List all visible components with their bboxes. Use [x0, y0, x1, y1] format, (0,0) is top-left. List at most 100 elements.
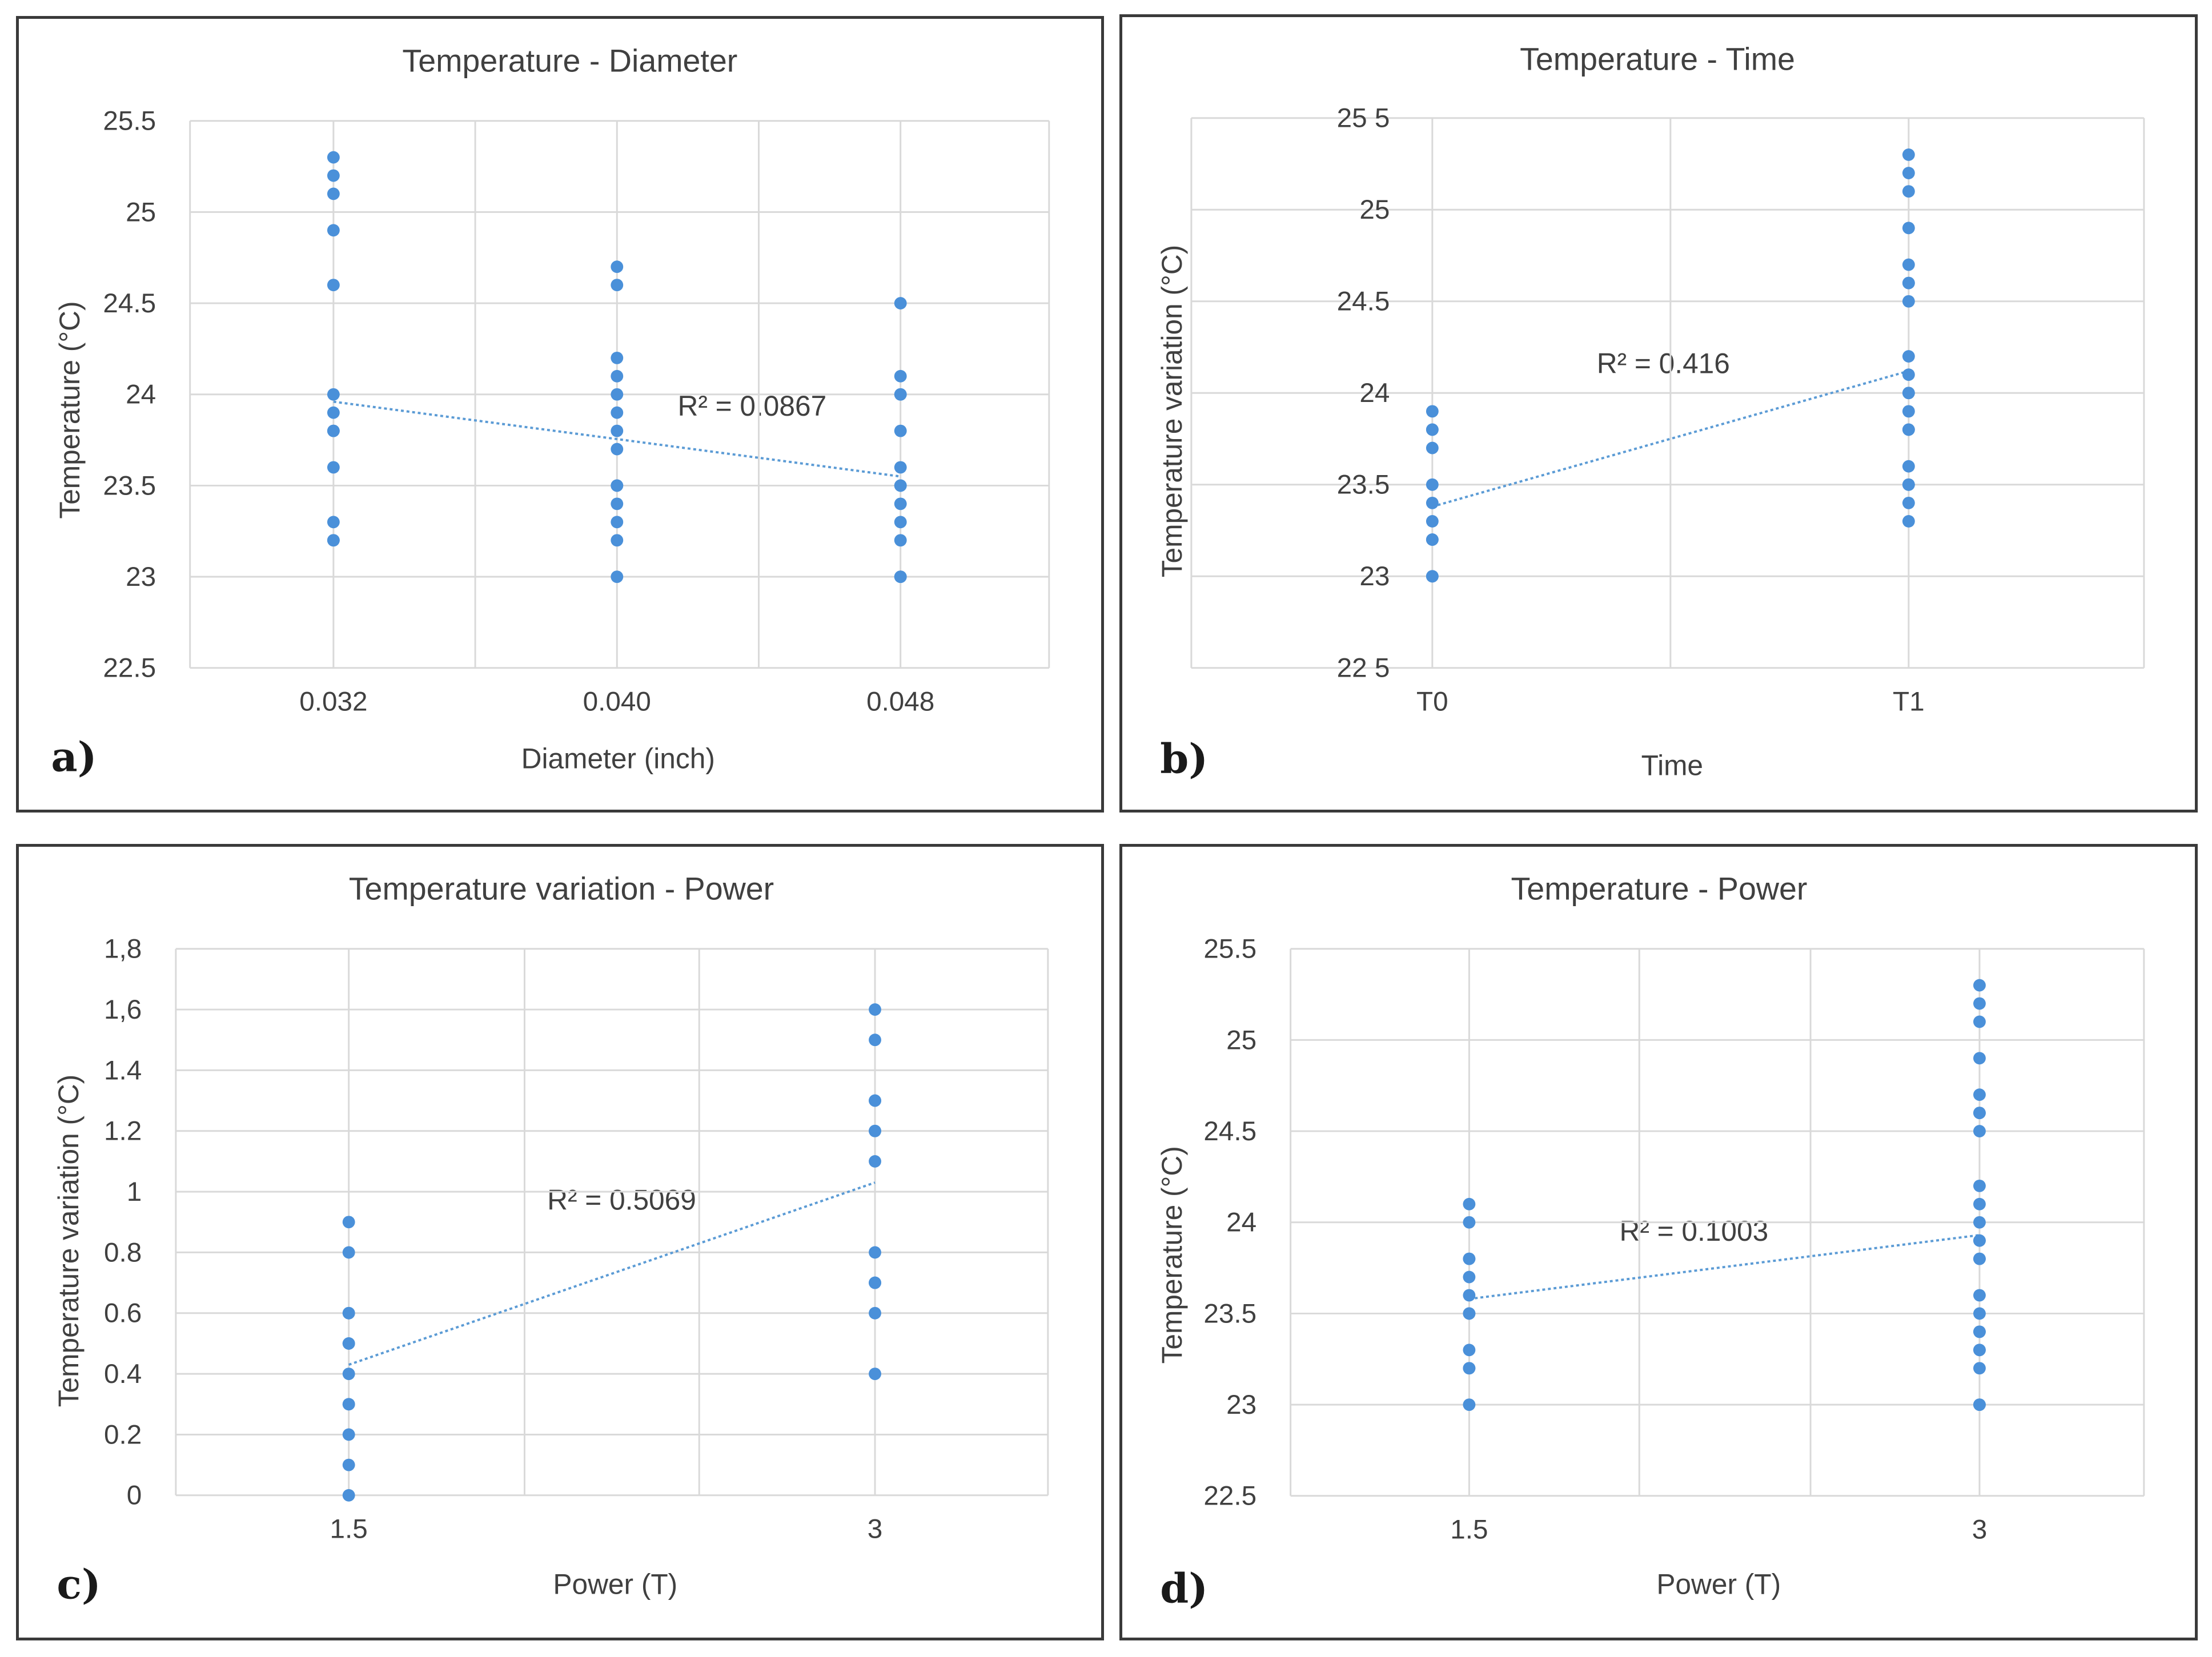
data-point [1973, 1398, 1986, 1411]
x-axis-label: Power (T) [1656, 1568, 1781, 1600]
data-point [611, 260, 624, 274]
data-point [327, 461, 340, 474]
data-point [327, 169, 340, 182]
data-point [611, 497, 624, 510]
x-axis-label: Diameter (inch) [521, 743, 715, 775]
data-point [1902, 258, 1915, 271]
data-point [869, 1124, 881, 1137]
data-point [1426, 496, 1439, 509]
data-point [894, 570, 907, 584]
data-point [869, 1276, 881, 1289]
data-point [611, 424, 624, 437]
data-point [327, 279, 340, 292]
x-tick-label: 1.5 [330, 1514, 368, 1544]
y-tick-label: 23 [126, 562, 156, 592]
chart-panel-b: Temperature - Time Time Temperature vari… [1119, 14, 2198, 813]
data-point [342, 1489, 355, 1502]
data-point [1902, 515, 1915, 528]
data-point [869, 1155, 881, 1168]
data-point [894, 297, 907, 309]
data-point [1973, 1252, 1986, 1265]
data-point [1902, 148, 1915, 161]
data-point [611, 279, 624, 292]
data-point [1902, 423, 1915, 436]
y-axis-label: Temperature variation (°C) [53, 1075, 85, 1407]
data-point [1902, 222, 1915, 235]
y-tick-label: 1 [127, 1177, 142, 1207]
chart-title: Temperature - Diameter [402, 43, 737, 78]
panel-label: c) [57, 1560, 101, 1608]
y-axis-label: Temperature (°C) [1156, 1146, 1188, 1364]
data-point [327, 187, 340, 200]
data-point [1463, 1344, 1476, 1357]
data-point [869, 1033, 881, 1047]
data-point [1973, 1234, 1986, 1247]
data-point [1973, 1107, 1986, 1120]
data-point [1973, 1362, 1986, 1375]
data-point [1973, 1197, 1986, 1210]
data-point [611, 534, 624, 547]
chart-a-svg: Temperature - Diameter Diameter (inch) T… [51, 43, 1050, 781]
data-point [1973, 1307, 1986, 1320]
chart-d-svg: Temperature - Power Power (T) Temperatur… [1156, 871, 2145, 1612]
data-point [327, 388, 340, 401]
panel-label: b) [1160, 734, 1208, 782]
data-point [869, 1306, 881, 1320]
x-axis-label: Power (T) [553, 1568, 677, 1600]
y-tick-label: 24.5 [1337, 287, 1390, 317]
data-point [1973, 1088, 1986, 1101]
data-point [1902, 295, 1915, 308]
x-tick-label: 1.5 [1450, 1514, 1488, 1545]
data-point [1973, 1289, 1986, 1302]
data-point [1902, 350, 1915, 363]
data-point [342, 1368, 355, 1381]
y-tick-label: 0.8 [104, 1237, 142, 1268]
x-tick-label: 0.048 [866, 686, 934, 717]
y-tick-label: 22 5 [1337, 653, 1390, 683]
data-point [869, 1246, 881, 1259]
y-tick-label: 25.5 [103, 106, 156, 136]
chart-b-svg: Temperature - Time Time Temperature vari… [1156, 41, 2145, 782]
y-tick-label: 24.5 [1203, 1116, 1256, 1147]
y-axis-label: Temperature variation (°C) [1156, 245, 1188, 577]
chart-panel-c: Temperature variation - Power Power (T) … [16, 844, 1104, 1640]
data-point [1973, 1325, 1986, 1338]
data-point [611, 406, 624, 419]
data-point [1902, 496, 1915, 509]
data-point [342, 1398, 355, 1411]
y-tick-label: 1.2 [104, 1116, 142, 1147]
chart-c-svg: Temperature variation - Power Power (T) … [53, 871, 1049, 1608]
y-tick-label: 25 [1359, 195, 1390, 225]
data-point [327, 406, 340, 419]
data-point [1463, 1216, 1476, 1229]
data-point [1973, 1015, 1986, 1028]
x-tick-label: 0.032 [299, 686, 367, 717]
data-point [1463, 1362, 1476, 1375]
data-point [327, 424, 340, 437]
r-squared-label: R² = 0.5069 [547, 1184, 696, 1216]
data-point [1426, 570, 1439, 583]
data-point [1973, 1344, 1986, 1357]
data-point [1426, 423, 1439, 436]
y-tick-label: 24 [1359, 378, 1390, 408]
data-point [1426, 405, 1439, 418]
data-point [894, 369, 907, 383]
data-point [611, 369, 624, 383]
data-point [342, 1428, 355, 1441]
y-tick-label: 24 [1226, 1208, 1256, 1238]
trendline [1469, 1234, 1980, 1300]
y-tick-label: 1,6 [104, 995, 142, 1025]
chart-title: Temperature variation - Power [349, 871, 774, 906]
data-point [1973, 1179, 1986, 1192]
data-point [1463, 1252, 1476, 1265]
data-point [894, 388, 907, 401]
y-tick-label: 0.4 [104, 1359, 142, 1389]
x-axis-label: Time [1641, 749, 1703, 781]
y-tick-label: 1,8 [104, 934, 142, 964]
data-point [1902, 405, 1915, 418]
data-point [327, 224, 340, 237]
data-point [1463, 1398, 1476, 1411]
data-point [1463, 1289, 1476, 1302]
data-point [611, 443, 624, 456]
y-tick-label: 1.4 [104, 1055, 142, 1085]
